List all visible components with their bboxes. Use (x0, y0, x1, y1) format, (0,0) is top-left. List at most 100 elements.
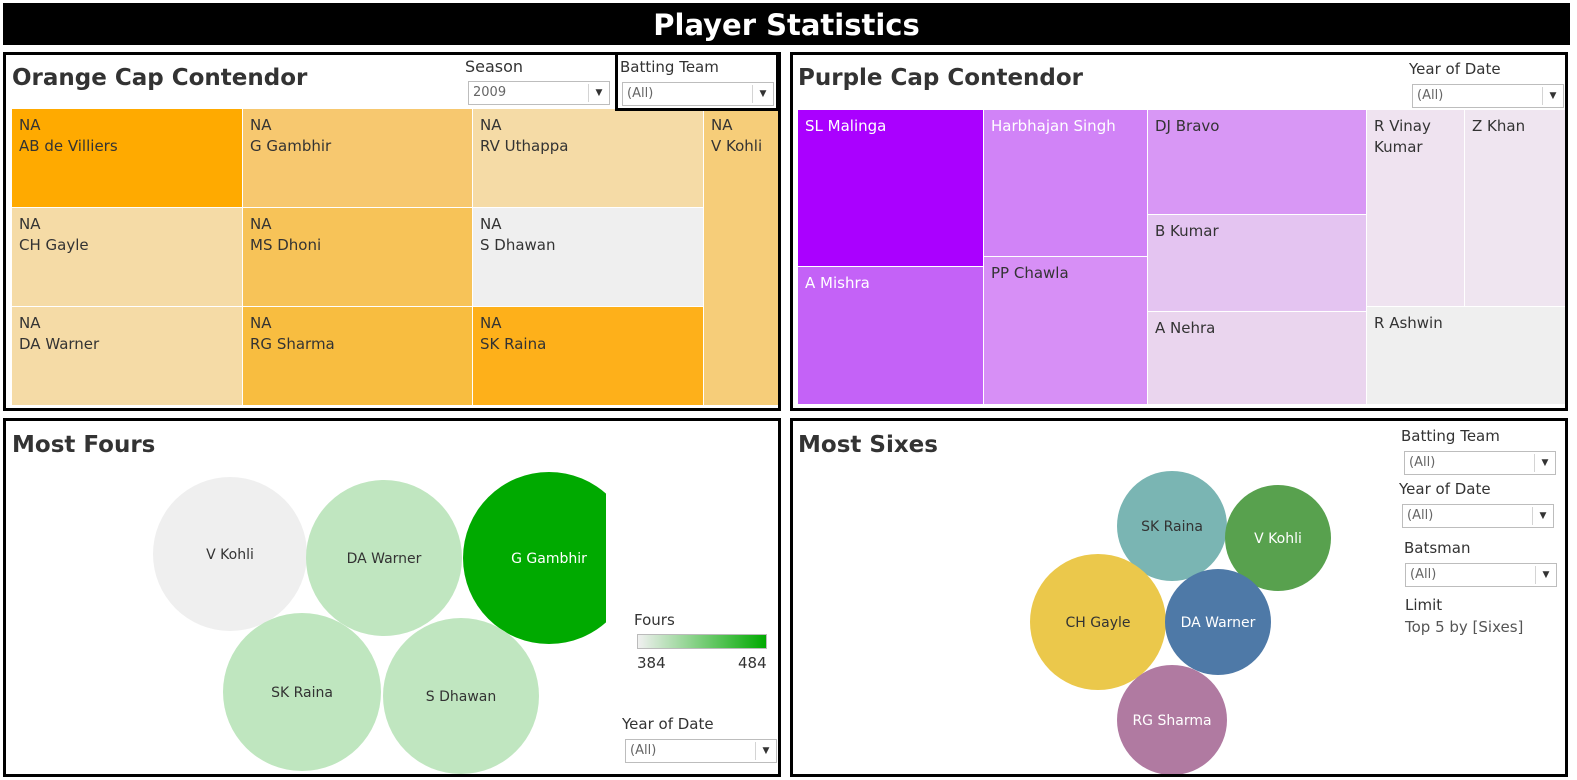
sixes-batsman-dropdown[interactable]: (All) ▼ (1405, 563, 1557, 587)
page-title: Player Statistics (3, 3, 1570, 45)
chevron-down-icon[interactable]: ▼ (1532, 507, 1553, 525)
bubble-v-kohli[interactable] (153, 477, 307, 631)
season-dropdown-value: 2009 (473, 85, 507, 100)
tile-player-label: RG Sharma (250, 335, 335, 353)
tile-player-label: A Nehra (1155, 319, 1216, 337)
chevron-down-icon[interactable]: ▼ (755, 742, 776, 760)
batting-team-dropdown-value: (All) (627, 86, 654, 101)
bubble-g-gambhir[interactable] (463, 472, 606, 644)
bubble-sk-raina[interactable] (223, 613, 381, 771)
most-sixes-panel: Most Sixes SK Raina V Kohli CH Gayle DA War… (790, 418, 1568, 777)
sixes-batting-team-dropdown[interactable]: (All) ▼ (1404, 451, 1556, 475)
bubble-label-v-kohli: V Kohli (1254, 531, 1302, 547)
orange-cap-title: Orange Cap Contendor (12, 65, 308, 91)
tile-player-label: SK Raina (480, 335, 547, 353)
chevron-down-icon[interactable]: ▼ (752, 85, 773, 103)
treemap-tile-s-dhawan[interactable]: NA S Dhawan (473, 208, 704, 307)
tile-value-label: NA (250, 314, 272, 332)
fours-year-dropdown[interactable]: (All) ▼ (625, 739, 777, 763)
bubble-label-g-gambhir: G Gambhir (511, 551, 587, 567)
treemap-tile-r-ashwin[interactable]: R Ashwin (1367, 307, 1565, 405)
tile-value-label: NA (480, 314, 502, 332)
tile-value-label: NA (250, 116, 272, 134)
tile-player-label: Harbhajan Singh (991, 117, 1116, 135)
tile-player-label: B Kumar (1155, 222, 1219, 240)
sixes-batsman-dropdown-value: (All) (1410, 567, 1437, 582)
batting-team-dropdown[interactable]: (All) ▼ (622, 82, 774, 106)
bubble-label-v-kohli: V Kohli (206, 547, 254, 563)
bubble-label-da-warner: DA Warner (347, 551, 422, 567)
tile-player-label: MS Dhoni (250, 236, 322, 254)
treemap-tile-sk-raina[interactable]: NA SK Raina (473, 307, 704, 406)
orange-cap-panel: Orange Cap Contendor Season 2009 ▼ NA AB … (3, 52, 781, 411)
sixes-year-dropdown-value: (All) (1407, 508, 1434, 523)
orange-cap-treemap: NA AB de Villiers NA G Gambhir NA RV Uthappa N… (12, 109, 778, 406)
treemap-tile-r-vinay-kumar[interactable]: R Vinay Kumar (1367, 110, 1465, 307)
tile-player-label: G Gambhir (250, 137, 332, 155)
sixes-limit-value: Top 5 by [Sixes] (1405, 618, 1524, 636)
treemap-tile-dj-bravo[interactable]: DJ Bravo (1148, 110, 1367, 215)
treemap-tile-b-kumar[interactable]: B Kumar (1148, 215, 1367, 312)
season-dropdown[interactable]: 2009 ▼ (468, 81, 610, 105)
most-fours-panel: Most Fours V Kohli DA Warner G Gambhir SK R… (3, 418, 781, 777)
chevron-down-icon[interactable]: ▼ (1535, 566, 1556, 584)
tile-player-label: DJ Bravo (1155, 117, 1220, 135)
treemap-tile-a-mishra[interactable]: A Mishra (798, 267, 984, 405)
treemap-tile-ch-gayle[interactable]: NA CH Gayle (12, 208, 243, 307)
most-sixes-title: Most Sixes (798, 432, 938, 458)
most-fours-bubble-chart: V Kohli DA Warner G Gambhir SK Raina S Dhawa… (153, 472, 606, 774)
fours-legend-max: 484 (738, 654, 767, 672)
fours-legend-title: Fours (634, 611, 675, 629)
purple-year-dropdown[interactable]: (All) ▼ (1412, 84, 1564, 108)
bubble-label-ch-gayle: CH Gayle (1066, 615, 1131, 631)
tile-value-label: NA (480, 215, 502, 233)
treemap-tile-rg-sharma[interactable]: NA RG Sharma (243, 307, 473, 406)
tile-value-label: NA (250, 215, 272, 233)
treemap-tile-a-nehra[interactable]: A Nehra (1148, 312, 1367, 405)
tile-player-label: CH Gayle (19, 236, 89, 254)
tile-value-label: NA (480, 116, 502, 134)
purple-cap-title: Purple Cap Contendor (798, 65, 1084, 91)
bubble-v-kohli[interactable] (1225, 485, 1331, 591)
treemap-tile-pp-chawla[interactable]: PP Chawla (984, 257, 1148, 405)
chevron-down-icon[interactable]: ▼ (1534, 454, 1555, 472)
bubble-label-sk-raina: SK Raina (1141, 519, 1203, 535)
tile-player-label: PP Chawla (991, 264, 1069, 282)
purple-year-filter-label: Year of Date (1409, 60, 1501, 78)
sixes-year-dropdown[interactable]: (All) ▼ (1402, 504, 1554, 528)
tile-value-label: NA (19, 116, 41, 134)
treemap-tile-g-gambhir[interactable]: NA G Gambhir (243, 109, 473, 208)
sixes-batting-team-dropdown-value: (All) (1409, 455, 1436, 470)
season-filter-label: Season (465, 57, 524, 76)
tile-player-label: A Mishra (805, 274, 870, 292)
treemap-tile-v-kohli[interactable]: NA V Kohli (704, 109, 778, 406)
fours-year-dropdown-value: (All) (630, 743, 657, 758)
sixes-year-filter-label: Year of Date (1399, 480, 1491, 498)
bubble-da-warner[interactable] (306, 480, 462, 636)
bubble-da-warner[interactable] (1165, 569, 1271, 675)
chevron-down-icon[interactable]: ▼ (588, 84, 609, 102)
bubble-ch-gayle[interactable] (1030, 554, 1166, 690)
sixes-limit-label: Limit (1405, 596, 1443, 614)
tile-player-label: SL Malinga (805, 117, 887, 135)
treemap-tile-rv-uthappa[interactable]: NA RV Uthappa (473, 109, 704, 208)
tile-player-label: DA Warner (19, 335, 100, 353)
purple-cap-treemap: SL Malinga A Mishra Harbhajan Singh PP Chaw… (798, 110, 1565, 405)
bubble-s-dhawan[interactable] (383, 618, 539, 774)
bubble-sk-raina[interactable] (1117, 471, 1227, 581)
treemap-tile-da-warner[interactable]: NA DA Warner (12, 307, 243, 406)
bubble-rg-sharma[interactable] (1117, 665, 1227, 775)
tile-value-label: NA (19, 215, 41, 233)
treemap-tile-z-khan[interactable]: Z Khan (1465, 110, 1565, 307)
fours-year-filter-label: Year of Date (622, 715, 714, 733)
bubble-label-da-warner: DA Warner (1181, 615, 1256, 631)
purple-year-dropdown-value: (All) (1417, 88, 1444, 103)
tile-player-label: S Dhawan (480, 236, 556, 254)
treemap-tile-ab-de-villiers[interactable]: NA AB de Villiers (12, 109, 243, 208)
treemap-tile-sl-malinga[interactable]: SL Malinga (798, 110, 984, 267)
purple-cap-panel: Purple Cap Contendor Year of Date (All) … (790, 52, 1568, 411)
treemap-tile-ms-dhoni[interactable]: NA MS Dhoni (243, 208, 473, 307)
chevron-down-icon[interactable]: ▼ (1542, 87, 1563, 105)
sixes-batting-team-label: Batting Team (1401, 427, 1500, 445)
treemap-tile-harbhajan-singh[interactable]: Harbhajan Singh (984, 110, 1148, 257)
